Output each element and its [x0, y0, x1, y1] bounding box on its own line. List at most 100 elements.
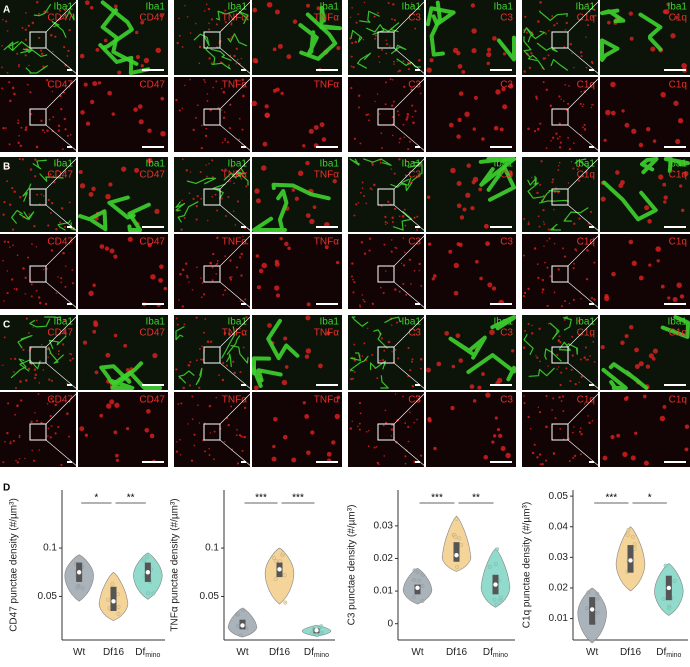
punctum [35, 319, 38, 322]
punctum [381, 48, 384, 51]
punctum [419, 92, 422, 95]
y-tick-label: 0.01 [549, 613, 569, 624]
punctum [310, 430, 315, 435]
inset-box [377, 108, 395, 126]
punctum [18, 63, 20, 66]
punctum [523, 395, 525, 397]
punctum [592, 340, 595, 343]
microglia-process [230, 344, 249, 364]
y-tick-label: 0.1 [205, 543, 219, 554]
punctum [492, 434, 497, 438]
punctum [17, 141, 20, 145]
punctum [551, 136, 555, 139]
punctum [64, 63, 67, 67]
punctum [89, 5, 94, 10]
jitter-point [494, 602, 499, 607]
punctum [413, 421, 415, 424]
punctum [374, 34, 377, 37]
punctum [382, 424, 385, 427]
punctum [99, 413, 104, 418]
punctum [216, 209, 219, 212]
marker-label: C1q [669, 237, 687, 248]
punctum [361, 355, 364, 357]
stain-label: Iba1 [146, 2, 166, 13]
punctum [34, 373, 38, 377]
punctum [147, 243, 152, 248]
jitter-point [459, 543, 464, 548]
punctum [568, 85, 570, 87]
marker-label: TNFα [314, 13, 339, 24]
punctum [43, 131, 46, 134]
punctum [211, 195, 214, 198]
punctum [222, 361, 225, 365]
punctum [57, 353, 60, 355]
punctum [235, 47, 239, 50]
zoom-line [567, 0, 601, 33]
punctum [575, 250, 578, 252]
punctum [655, 246, 661, 252]
zoom-line [393, 47, 427, 76]
punctum [546, 240, 548, 242]
zoom-line [219, 362, 253, 391]
microglia-process [407, 161, 423, 168]
punctum [377, 55, 380, 58]
punctum [63, 117, 67, 121]
zoom-line [567, 156, 601, 190]
punctum [410, 360, 413, 363]
punctum [485, 241, 491, 247]
punctum [353, 343, 356, 346]
punctum [230, 165, 233, 168]
punctum [239, 300, 242, 302]
punctum [547, 228, 550, 231]
punctum [615, 170, 620, 175]
punctum [527, 221, 530, 223]
punctum [466, 163, 471, 168]
punctum [456, 180, 462, 187]
punctum [64, 128, 67, 131]
punctum [592, 104, 594, 106]
punctum [396, 110, 399, 113]
punctum [573, 262, 575, 265]
punctum [50, 211, 52, 214]
punctum [391, 116, 394, 118]
punctum [91, 186, 96, 192]
punctum [555, 132, 558, 135]
punctum [229, 37, 232, 40]
punctum [83, 82, 88, 87]
punctum [89, 99, 95, 105]
punctum [211, 159, 214, 162]
punctum [535, 355, 537, 357]
punctum [394, 348, 397, 351]
punctum [380, 337, 383, 340]
punctum [491, 286, 497, 291]
punctum [542, 57, 546, 60]
microglia-process [490, 315, 516, 331]
punctum [49, 33, 53, 37]
punctum [453, 262, 460, 269]
microglia-process [380, 375, 389, 389]
x-tick-label: Dfmino [483, 647, 508, 659]
x-tick-label: Df16 [269, 647, 291, 658]
punctum [224, 289, 227, 292]
marker-label: TNFα [314, 237, 339, 248]
punctum [564, 83, 567, 86]
microglia-process [549, 223, 561, 231]
punctum [459, 215, 465, 220]
punctum [242, 94, 245, 98]
punctum [53, 181, 56, 184]
punctum [391, 216, 394, 219]
punctum [61, 148, 64, 151]
punctum [213, 430, 216, 433]
microglia-process [349, 158, 360, 166]
punctum [38, 12, 41, 15]
punctum [38, 36, 41, 39]
punctum [175, 98, 178, 102]
punctum [88, 290, 94, 297]
punctum [550, 139, 552, 142]
jitter-point [411, 595, 416, 600]
punctum [558, 161, 561, 164]
punctum [27, 24, 31, 28]
punctum [589, 355, 591, 357]
zoom-line [393, 362, 427, 391]
punctum [431, 277, 435, 281]
